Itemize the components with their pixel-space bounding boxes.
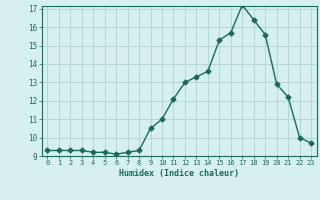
X-axis label: Humidex (Indice chaleur): Humidex (Indice chaleur) bbox=[119, 169, 239, 178]
